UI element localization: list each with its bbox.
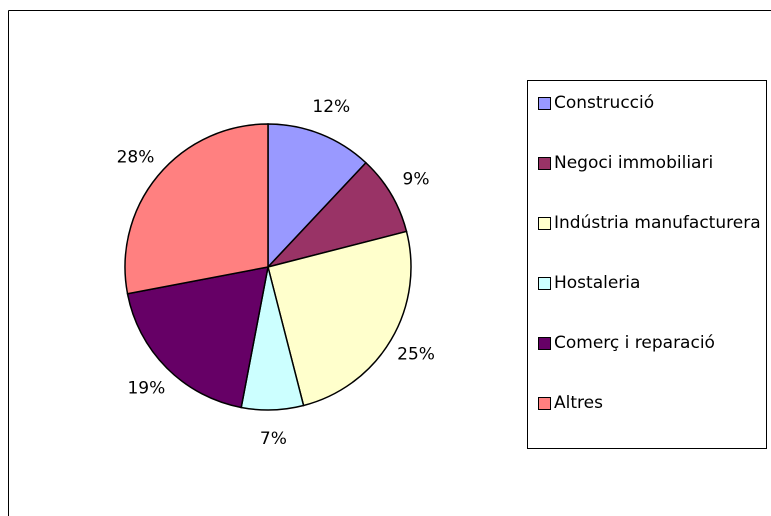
legend-item: Comerç i reparació [538, 331, 762, 355]
value-label: 12% [312, 97, 350, 117]
legend-item: Hostaleria [538, 271, 762, 295]
value-label: 7% [260, 429, 287, 449]
legend-label: Altres [554, 393, 603, 413]
legend-item: Construcció [538, 91, 762, 115]
pie-slice [126, 266, 269, 409]
legend-swatch [538, 97, 551, 110]
pie-slice [124, 123, 269, 295]
legend-swatch [538, 217, 551, 230]
legend-swatch [538, 277, 551, 290]
legend-item: Negoci immobiliari [538, 151, 762, 175]
legend-label: Construcció [554, 93, 655, 113]
legend-swatch [538, 157, 551, 170]
legend-label: Indústria manufacturera [554, 213, 761, 233]
legend: Construcció Negoci immobiliari Indústria m… [527, 80, 767, 449]
legend-label: Comerç i reparació [554, 333, 715, 353]
legend-item: Altres [538, 391, 762, 415]
legend-swatch [538, 397, 551, 410]
value-label: 25% [397, 345, 435, 365]
value-label: 9% [403, 169, 430, 189]
legend-label: Hostaleria [554, 273, 641, 293]
legend-item: Indústria manufacturera [538, 211, 762, 235]
pie-slice [267, 123, 367, 269]
value-label: 19% [127, 379, 165, 399]
value-label: 28% [117, 147, 155, 167]
pie-slice [267, 230, 412, 407]
legend-swatch [538, 337, 551, 350]
pie-slice [265, 161, 408, 269]
legend-label: Negoci immobiliari [554, 153, 714, 173]
